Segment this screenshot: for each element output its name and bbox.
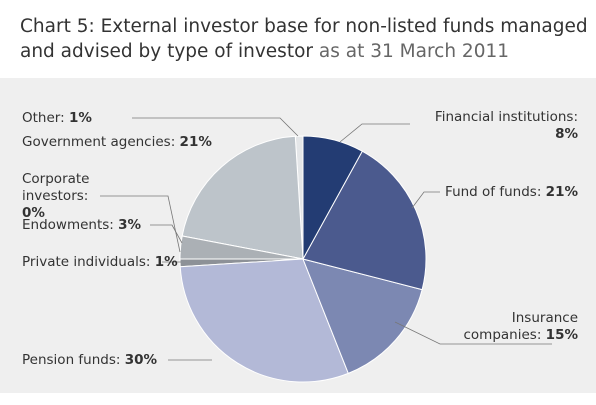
pie-slice [179,258,349,383]
value-label: 21% [179,134,212,150]
value-label: 30% [124,352,158,368]
category-label: Financial institutions: [434,109,578,125]
leader-line [100,195,181,253]
leader-line [339,123,410,143]
category-label: Fund of funds: [445,184,542,200]
category-label: Pension funds: [22,352,121,368]
slice-label: Government agencies: 21% [22,134,222,151]
title-text: Chart 5: External investor base for non-… [20,16,588,62]
value-label: 8% [555,126,578,142]
category-label: Endowments: [22,217,114,233]
category-label: Private individuals: [22,254,151,270]
slice-label: Pension funds: 30% [22,352,222,369]
leader-line [150,224,183,244]
value-label: 21% [545,184,578,200]
leader-line [394,321,552,345]
value-label: 3% [118,217,142,233]
leader-line [132,117,299,137]
category-label: Other: [22,110,65,126]
value-label: 1% [68,110,92,126]
slice-label: Corporate investors: 0% [22,171,102,222]
value-label: 15% [545,327,578,343]
category-label: Corporate investors: [22,171,90,204]
slice-label: Other: 1% [22,110,222,127]
category-label: Government agencies: [22,134,176,150]
pie-slice [302,150,427,291]
leader-line [411,191,440,209]
slice-label: Endowments: 3% [22,217,222,234]
subtitle: as at 31 March 2011 [318,41,510,62]
category-label: Insurance companies: [463,310,579,343]
value-label: 0% [22,205,45,221]
slice-label: Financial institutions: 8% [410,109,578,143]
leader-lines [100,117,552,361]
slice-label: Private individuals: 1% [22,254,222,271]
pie-slice [181,135,304,260]
slice-label: Fund of funds: 21% [440,184,578,201]
pie-slice [302,135,363,260]
pie-slice [302,258,423,375]
slice-label: Insurance companies: 15% [460,310,579,344]
chart-title: Chart 5: External investor base for non-… [20,14,590,64]
value-label: 1% [154,254,178,270]
